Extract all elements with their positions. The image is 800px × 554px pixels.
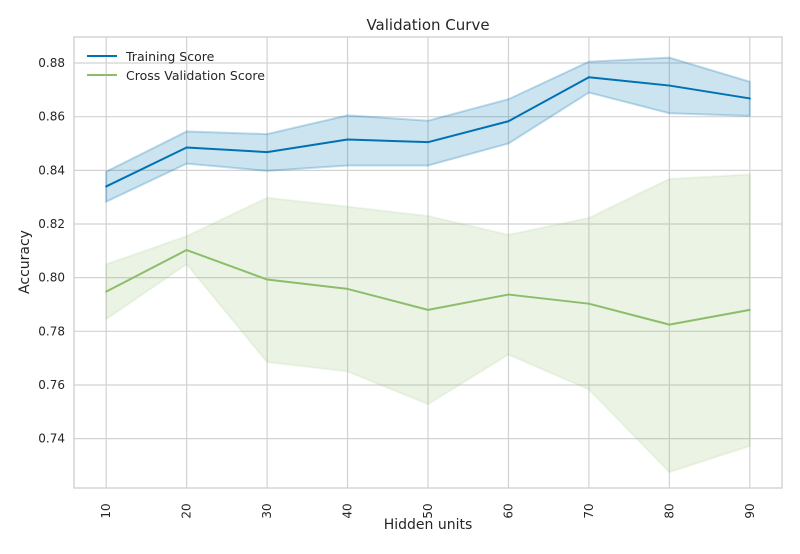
plot-frame <box>73 36 783 489</box>
cross-validation-point-70 <box>587 302 590 305</box>
training-point-90 <box>748 97 751 100</box>
cross-validation-point-60 <box>507 293 510 296</box>
legend-label-training: Training Score <box>125 49 215 64</box>
x-tick-label-40: 40 <box>341 503 355 518</box>
x-tick-label-90: 90 <box>743 503 757 518</box>
cross-validation-point-80 <box>668 323 671 326</box>
cross-validation-point-50 <box>427 308 429 311</box>
x-tick-label-20: 20 <box>180 503 194 518</box>
y-tick-label-0.78: 0.78 <box>38 324 65 338</box>
x-tick-label-50: 50 <box>421 503 435 518</box>
training-point-80 <box>668 84 671 87</box>
y-tick-label-0.84: 0.84 <box>38 163 65 177</box>
x-tick-label-10: 10 <box>99 503 113 518</box>
confidence-bands <box>105 56 751 474</box>
y-tick-label-0.88: 0.88 <box>38 56 65 70</box>
training-point-60 <box>507 120 510 123</box>
training-point-50 <box>427 141 429 144</box>
cross-validation-point-30 <box>266 278 269 281</box>
cross-validation-point-20 <box>185 249 188 252</box>
x-tick-label-80: 80 <box>662 503 676 518</box>
cross-validation-band <box>105 173 751 474</box>
y-tick-label-0.82: 0.82 <box>38 217 65 231</box>
chart-title: Validation Curve <box>366 16 489 34</box>
x-axis-label: Hidden units <box>384 517 473 533</box>
legend: Training Score Cross Validation Score <box>87 49 265 83</box>
training-point-30 <box>266 151 269 154</box>
training-point-70 <box>587 76 590 79</box>
x-tick-label-30: 30 <box>260 503 274 518</box>
y-tick-label-0.80: 0.80 <box>38 271 65 285</box>
training-point-20 <box>185 146 188 149</box>
training-point-10 <box>105 185 108 188</box>
legend-label-cross-validation: Cross Validation Score <box>126 68 265 83</box>
y-tick-label-0.86: 0.86 <box>38 110 65 124</box>
cross-validation-point-40 <box>346 287 349 290</box>
y-tick-label-0.74: 0.74 <box>38 432 65 446</box>
x-tick-label-70: 70 <box>582 503 596 518</box>
y-tick-labels: 0.74 0.76 0.78 0.80 0.82 0.84 0.86 0.88 <box>38 56 65 446</box>
cross-validation-point-10 <box>105 290 108 293</box>
training-point-40 <box>346 138 349 141</box>
cross-validation-point-90 <box>748 308 751 311</box>
training-band <box>105 56 751 204</box>
x-tick-label-60: 60 <box>501 503 515 518</box>
grid-layer <box>74 37 782 488</box>
y-axis-label: Accuracy <box>17 230 33 294</box>
x-tick-labels: 10 20 30 40 50 60 70 80 90 <box>99 503 757 518</box>
y-tick-label-0.76: 0.76 <box>38 378 65 392</box>
series-lines <box>105 76 751 326</box>
